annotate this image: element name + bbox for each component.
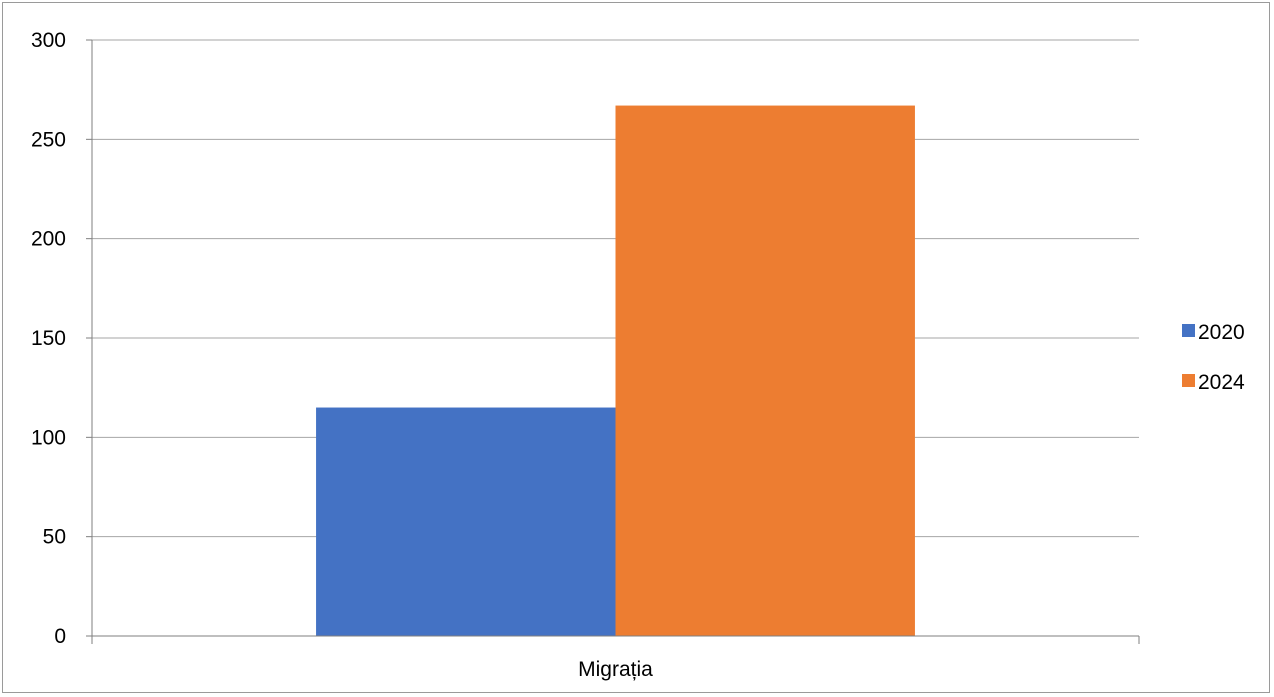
axes (86, 39, 1140, 644)
y-tick-label: 100 (31, 426, 66, 449)
y-tick-label: 50 (43, 526, 66, 549)
y-tick-label: 250 (31, 128, 66, 151)
y-tick-label: 150 (31, 327, 66, 350)
legend-swatch-2024 (1182, 374, 1195, 387)
y-tick-label: 200 (31, 228, 66, 251)
x-tick-labels: Migrația (578, 658, 653, 681)
legend-swatch-2020 (1182, 324, 1195, 337)
legend-label-2024: 2024 (1198, 371, 1245, 394)
x-tick-label: Migrația (578, 658, 653, 681)
bar-2024 (615, 105, 915, 636)
y-tick-label: 0 (54, 625, 66, 648)
bars (316, 105, 915, 636)
y-tick-labels: 0 50 100 150 200 250 300 (31, 29, 66, 648)
legend-label-2020: 2020 (1198, 321, 1245, 344)
legend: 2020 2024 (1182, 321, 1245, 394)
y-tick-label: 300 (31, 29, 66, 52)
bar-2020 (316, 407, 616, 636)
